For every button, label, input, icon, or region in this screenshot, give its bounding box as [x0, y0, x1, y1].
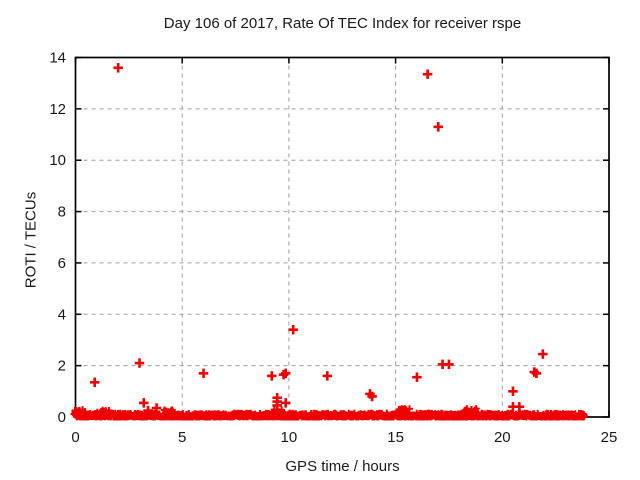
- chart-title: Day 106 of 2017, Rate Of TEC Index for r…: [76, 15, 609, 32]
- y-tick-label: 8: [58, 204, 66, 221]
- data-point-marker: [280, 398, 291, 408]
- x-tick-label: 5: [178, 429, 186, 446]
- x-tick-label: 10: [281, 429, 298, 446]
- x-axis-label: GPS time / hours: [76, 458, 609, 475]
- y-tick-label: 4: [58, 306, 66, 323]
- grid-lines: [75, 57, 609, 417]
- data-point-marker: [508, 386, 518, 397]
- data-point-marker: [267, 371, 277, 381]
- tick-labels: 0 5 10 15 20 25 0 2 4 6 8 10 12 14: [49, 50, 617, 447]
- tick-marks: [74, 56, 610, 418]
- data-point-marker: [134, 358, 145, 368]
- data-point-marker: [198, 368, 209, 379]
- x-tick-label: 15: [387, 429, 404, 446]
- data-point-marker: [538, 349, 548, 359]
- y-tick-label: 14: [49, 50, 66, 67]
- data-points: [89, 63, 548, 416]
- y-tick-label: 2: [58, 358, 66, 375]
- data-point-marker: [113, 63, 123, 73]
- data-point-marker: [422, 69, 433, 79]
- x-tick-label: 25: [601, 429, 618, 446]
- data-point-marker: [322, 371, 333, 381]
- plot-border: [74, 56, 610, 418]
- x-tick-label: 0: [71, 429, 79, 446]
- y-tick-label: 12: [49, 101, 66, 118]
- data-point-marker: [89, 377, 100, 388]
- data-point-marker: [514, 401, 525, 412]
- baseline-band: [70, 405, 588, 421]
- y-tick-label: 6: [58, 255, 66, 272]
- data-point-marker: [433, 122, 444, 132]
- data-point-marker: [288, 324, 298, 335]
- data-point-marker: [412, 372, 422, 382]
- x-tick-label: 20: [494, 429, 511, 446]
- y-tick-label: 10: [49, 152, 66, 169]
- data-point-marker: [444, 359, 454, 370]
- y-tick-label: 0: [58, 409, 66, 426]
